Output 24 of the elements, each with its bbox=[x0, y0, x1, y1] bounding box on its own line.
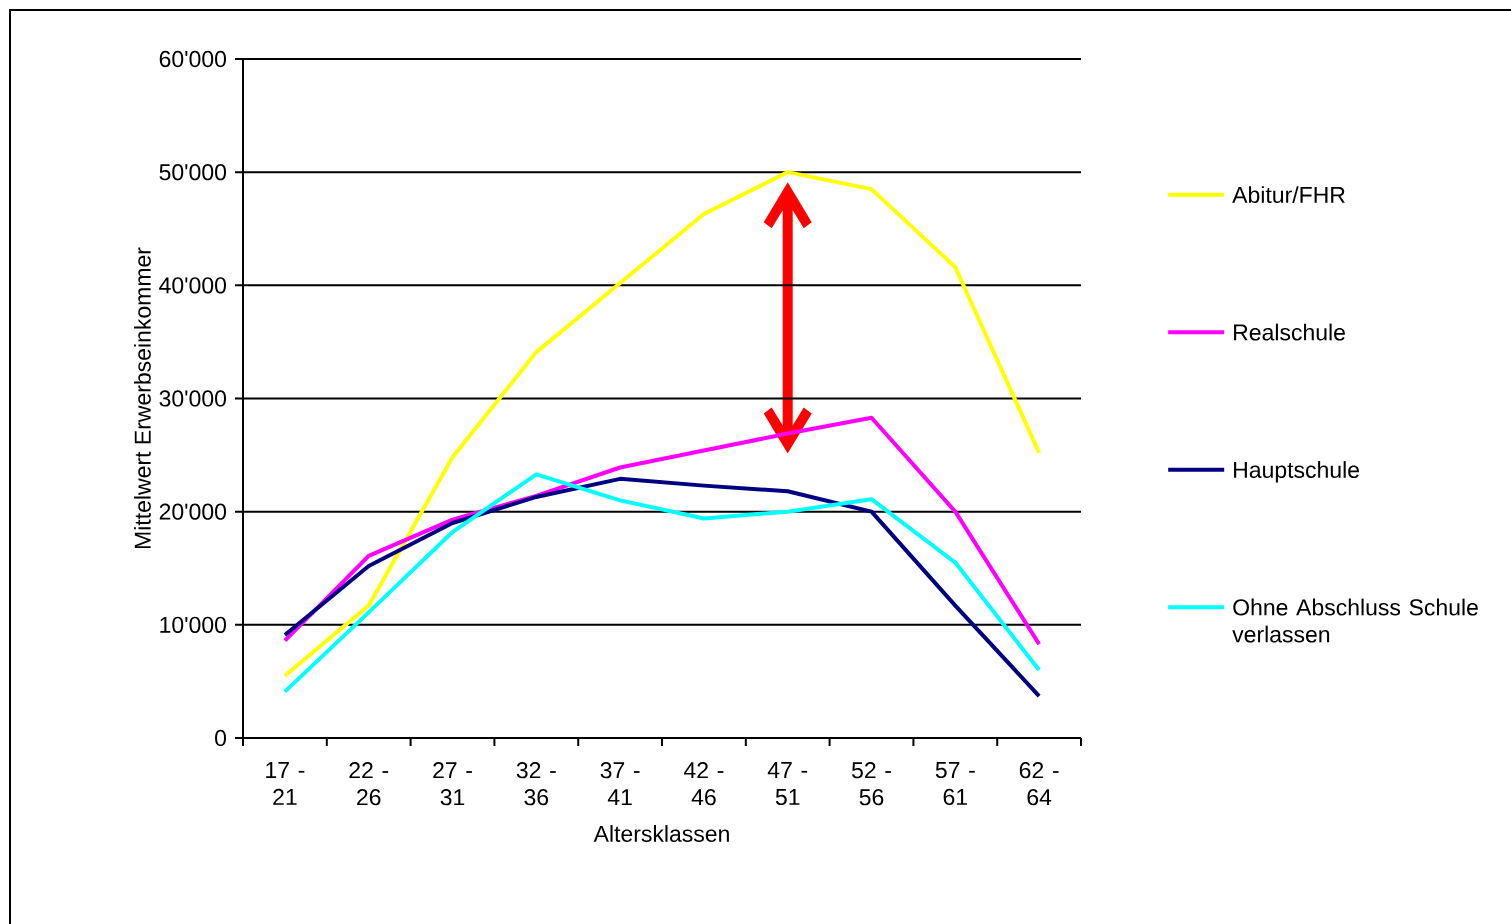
y-tick-label: 0 bbox=[215, 729, 227, 747]
legend-label: Abitur/FHR bbox=[1232, 186, 1345, 204]
y-tick-label: 40'000 bbox=[159, 277, 227, 294]
x-tick-label: 52 - 56 bbox=[851, 762, 891, 806]
x-tick-label: 37 - 41 bbox=[600, 762, 640, 806]
legend-label: Hauptschule bbox=[1234, 461, 1359, 483]
y-tick-label: 50'000 bbox=[159, 164, 227, 181]
y-tick-label: 60'000 bbox=[159, 50, 227, 68]
x-tick-label: 27 - 31 bbox=[433, 762, 472, 806]
line-series bbox=[282, 170, 1042, 678]
legend-label: Ohne Abschluss Schule verlassen bbox=[1232, 598, 1478, 643]
x-tick-label: 62 - 64 bbox=[1019, 762, 1059, 806]
legend-label: Realschule bbox=[1234, 323, 1345, 341]
y-tick-label: 30'000 bbox=[159, 390, 227, 407]
x-tick-label: 22 - 26 bbox=[349, 762, 389, 806]
y-tick-label: 20'000 bbox=[159, 503, 227, 520]
x-tick-label: 32 - 36 bbox=[516, 762, 556, 806]
x-axis-title: Altersklassen bbox=[593, 825, 729, 842]
y-axis-title: Mittelwert Erwerbseinkommer bbox=[133, 247, 151, 549]
x-tick-label: 42 - 46 bbox=[683, 762, 724, 806]
x-tick-label: 17 - 21 bbox=[266, 762, 305, 805]
x-tick-label: 57 - 61 bbox=[935, 762, 975, 806]
x-tick-label: 47 - 51 bbox=[767, 762, 808, 806]
y-tick-label: 10'000 bbox=[160, 616, 227, 633]
